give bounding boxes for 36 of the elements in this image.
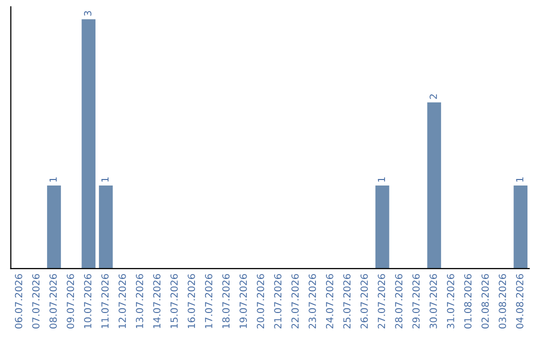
x-tick-label: 15.07.2026	[170, 274, 178, 328]
x-tick-label: 16.07.2026	[188, 274, 196, 328]
data-label: 1	[50, 177, 57, 182]
data-label: 1	[101, 177, 109, 182]
x-tick-label: 28.07.2026	[395, 274, 402, 328]
x-tick-label: 17.07.2026	[204, 274, 212, 328]
x-tick-label: 23.07.2026	[308, 274, 316, 328]
x-tick-label: 19.07.2026	[240, 274, 247, 328]
x-tick-label: 02.08.2026	[481, 274, 489, 328]
x-tick-label: 31.07.2026	[446, 274, 454, 328]
x-tick-label: 20.07.2026	[256, 274, 264, 328]
x-tick-label: 26.07.2026	[360, 274, 368, 328]
x-tick-label: 10.07.2026	[84, 274, 92, 328]
x-tick-label: 14.07.2026	[153, 274, 160, 328]
x-tick-label: 30.07.2026	[430, 274, 437, 328]
data-label: 1	[378, 177, 386, 182]
data-label: 1	[516, 177, 524, 182]
x-tick-label: 03.08.2026	[498, 274, 506, 328]
x-tick-label: 12.07.2026	[118, 274, 126, 328]
x-tick-label: 04.08.2026	[516, 274, 524, 328]
x-tick-label: 25.07.2026	[343, 274, 351, 328]
x-tick-label: 11.07.2026	[101, 274, 109, 328]
x-tick-label: 13.07.2026	[136, 274, 144, 328]
x-tick-label: 27.07.2026	[378, 274, 386, 328]
x-tick-label: 22.07.2026	[291, 274, 299, 328]
x-tick-label: 06.07.2026	[14, 274, 22, 328]
x-tick-label: 29.07.2026	[412, 274, 420, 328]
x-tick-label: 01.08.2026	[464, 274, 472, 328]
x-tick-label: 09.07.2026	[66, 274, 74, 328]
x-tick-label: 08.07.2026	[49, 274, 57, 328]
data-label: 2	[430, 94, 437, 99]
x-tick-label: 24.07.2026	[326, 274, 334, 328]
data-label: 3	[84, 11, 92, 16]
x-tick-label: 07.07.2026	[32, 274, 40, 328]
x-tick-label: 18.07.2026	[222, 274, 230, 328]
x-tick-label: 21.07.2026	[274, 274, 282, 328]
